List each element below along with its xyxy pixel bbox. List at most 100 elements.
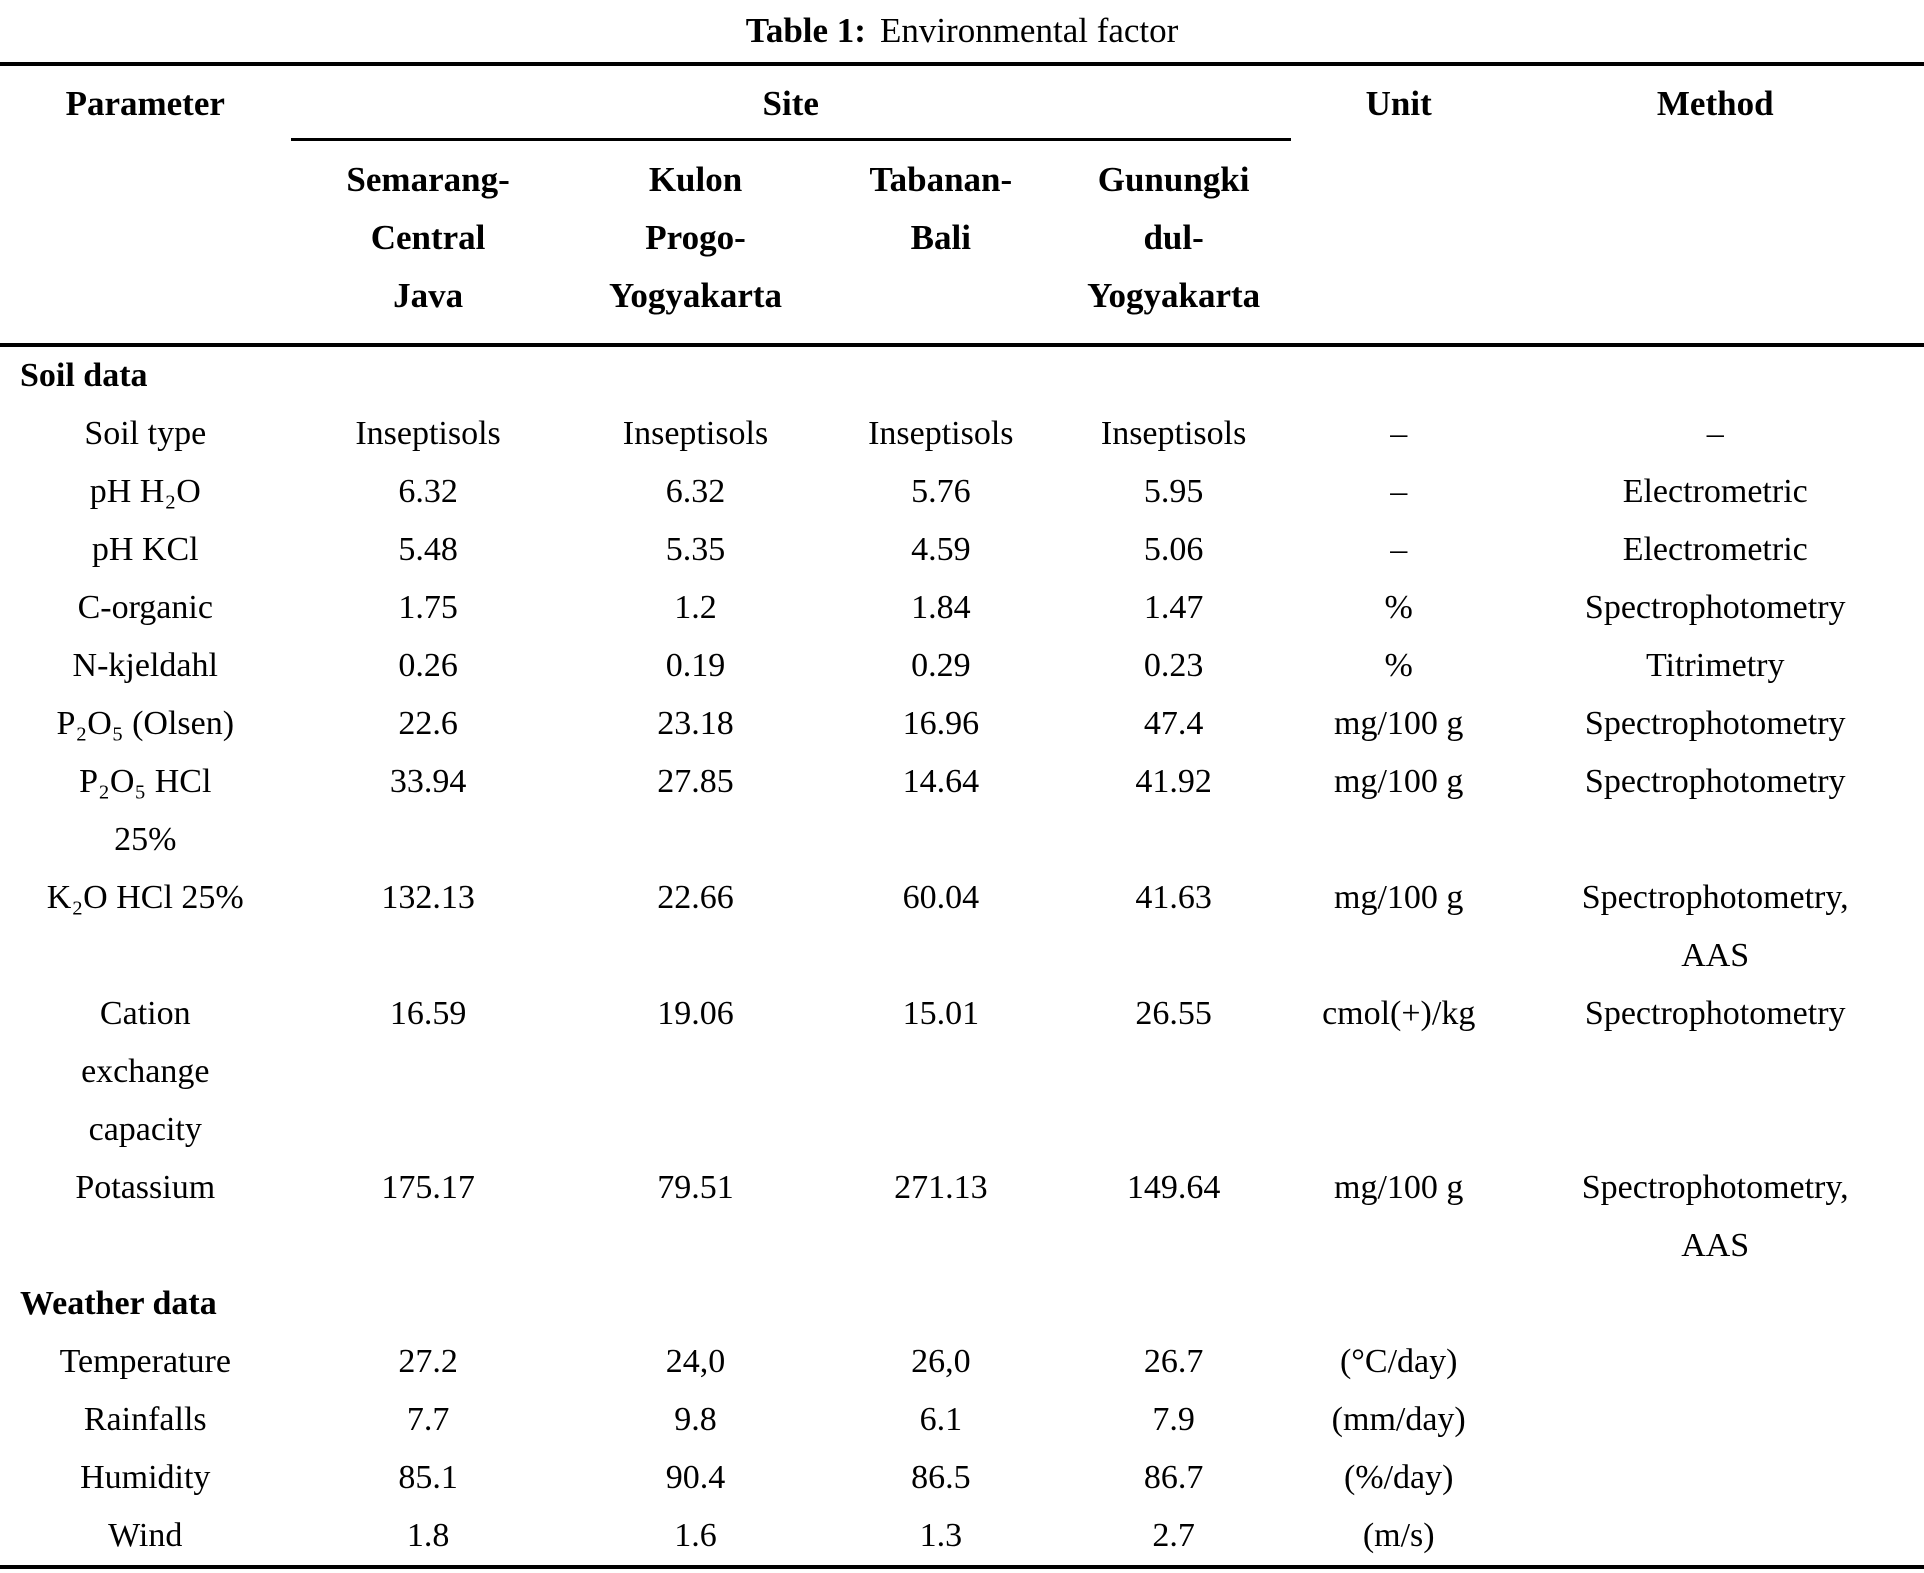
cell-method: Titrimetry (1645, 647, 1785, 684)
cell-site-value: 24,0 (665, 1343, 726, 1380)
cell-site-value: 1.47 (1143, 589, 1204, 626)
table-row: Humidity 85.1 90.4 86.5 86.7 (%/day) (0, 1449, 1924, 1507)
cell-parameter: Rainfalls (83, 1401, 207, 1438)
table-row: Rainfalls 7.7 9.8 6.1 7.9 (mm/day) (0, 1391, 1924, 1449)
cell-site-value: 86.7 (1143, 1459, 1204, 1496)
cell-site-value: 149.64 (1126, 1169, 1221, 1206)
cell-site-value: 9.8 (674, 1401, 717, 1438)
cell-site-value: 2.7 (1152, 1517, 1195, 1554)
cell-unit: (mm/day) (1331, 1401, 1466, 1438)
cell-site-value: 7.7 (406, 1401, 450, 1438)
site-column-header-gunungkidul: Gunungki dul- Yogyakarta (1056, 139, 1291, 347)
cell-parameter: N-kjeldahl (72, 647, 218, 684)
cell-site-value: 1.84 (911, 589, 971, 626)
site-column-header-semarang: Semarang- Central Java (290, 139, 566, 347)
cell-site-value: 0.19 (665, 647, 726, 684)
cell-site-value: Inseptisols (622, 415, 769, 452)
section-header-soil-data: Soil data (20, 357, 148, 394)
cell-method: Electrometric (1622, 473, 1808, 510)
table-caption-label: Table 1: (745, 11, 866, 50)
table-caption: Table 1: Environmental factor (0, 0, 1924, 62)
cell-site-value: Inseptisols (868, 415, 1014, 452)
section-header-weather-data: Weather data (20, 1285, 217, 1322)
cell-method: Spectrophotometry (1584, 589, 1846, 626)
column-header-unit: Unit (1290, 64, 1507, 347)
table-row: Soil type Inseptisols Inseptisols Insept… (0, 405, 1924, 463)
table-row: pH KCl 5.48 5.35 4.59 5.06 – Electrometr… (0, 521, 1924, 579)
table-row: Potassium 175.17 79.51 271.13 149.64 mg/… (0, 1159, 1924, 1275)
column-header-method: Method (1506, 64, 1924, 347)
cell-unit: cmol(+)/kg (1322, 995, 1476, 1032)
cell-unit: (m/s) (1362, 1517, 1435, 1554)
cell-method (1506, 1507, 1924, 1567)
cell-site-value: 15.01 (902, 995, 980, 1032)
cell-unit: mg/100 g (1334, 1169, 1464, 1206)
cell-site-value: 26.7 (1143, 1343, 1204, 1380)
cell-site-value: 86.5 (911, 1459, 971, 1496)
table-row: C-organic 1.75 1.2 1.84 1.47 % Spectroph… (0, 579, 1924, 637)
cell-site-value: 33.94 (389, 763, 467, 800)
cell-site-value: 5.76 (911, 473, 971, 510)
environmental-factor-table: Parameter Site Unit Method Semarang- Cen… (0, 62, 1924, 1569)
cell-site-value: 90.4 (665, 1459, 726, 1496)
site-column-header-kulon-progo: Kulon Progo- Yogyakarta (565, 139, 826, 347)
cell-site-value: 5.95 (1143, 473, 1204, 510)
cell-site-value: 175.17 (381, 1169, 475, 1206)
cell-parameter: Cation exchange capacity (81, 995, 210, 1148)
cell-parameter: Temperature (59, 1343, 231, 1380)
cell-site-value: 47.4 (1143, 705, 1204, 742)
cell-unit: % (1384, 589, 1413, 626)
cell-parameter: Potassium (75, 1169, 216, 1206)
cell-site-value: 41.63 (1135, 879, 1212, 916)
cell-site-value: 23.18 (657, 705, 734, 742)
cell-site-value: 26.55 (1135, 995, 1212, 1032)
cell-method: Spectrophotometry (1584, 705, 1846, 742)
table-row: P₂O₅ (Olsen) 22.6 23.18 16.96 47.4 mg/10… (0, 695, 1924, 753)
cell-unit: (%/day) (1343, 1459, 1454, 1496)
section-header-row: Soil data (0, 345, 1924, 405)
cell-method: Spectrophotometry, AAS (1581, 1169, 1849, 1264)
table-caption-text: Environmental factor (879, 11, 1179, 50)
cell-site-value: 4.59 (911, 531, 971, 568)
cell-parameter: C-organic (77, 589, 213, 626)
cell-unit: – (1390, 473, 1408, 510)
cell-site-value: Inseptisols (1100, 415, 1247, 452)
cell-site-value: Inseptisols (355, 415, 501, 452)
cell-method (1506, 1333, 1924, 1391)
cell-parameter: Wind (108, 1517, 183, 1554)
cell-method: – (1706, 415, 1724, 452)
cell-site-value: 0.29 (911, 647, 971, 684)
cell-site-value: 6.32 (398, 473, 458, 510)
cell-site-value: 271.13 (894, 1169, 988, 1206)
cell-site-value: 1.2 (674, 589, 717, 626)
cell-site-value: 22.66 (657, 879, 734, 916)
cell-method: Spectrophotometry, AAS (1581, 879, 1849, 974)
table-row: K₂O HCl 25% 132.13 22.66 60.04 41.63 mg/… (0, 869, 1924, 985)
cell-method: Electrometric (1622, 531, 1808, 568)
cell-site-value: 27.2 (398, 1343, 458, 1380)
cell-method: Spectrophotometry (1584, 763, 1846, 800)
table-row: P₂O₅ HCl 25% 33.94 27.85 14.64 41.92 mg/… (0, 753, 1924, 869)
cell-unit: mg/100 g (1334, 879, 1464, 916)
header-row-sites: Semarang- Central Java Kulon Progo- Yogy… (0, 139, 1924, 347)
cell-site-value: 0.23 (1143, 647, 1204, 684)
column-header-site-group: Site (290, 64, 1291, 141)
cell-unit: – (1390, 415, 1408, 452)
table-row: Temperature 27.2 24,0 26,0 26.7 (°C/day) (0, 1333, 1924, 1391)
cell-parameter: K₂O HCl 25% (46, 879, 244, 916)
header-row-groups: Parameter Site Unit Method (0, 64, 1924, 347)
table-row: Cation exchange capacity 16.59 19.06 15.… (0, 985, 1924, 1159)
cell-site-value: 27.85 (657, 763, 734, 800)
cell-parameter: Humidity (80, 1459, 211, 1496)
cell-parameter: Soil type (84, 415, 207, 452)
cell-site-value: 26,0 (911, 1343, 971, 1380)
cell-parameter: pH H₂O (89, 473, 201, 510)
cell-site-value: 85.1 (398, 1459, 458, 1496)
cell-method: Spectrophotometry (1584, 995, 1846, 1032)
cell-unit: mg/100 g (1334, 763, 1464, 800)
column-header-parameter: Parameter (0, 64, 291, 347)
cell-unit: (°C/day) (1339, 1343, 1458, 1380)
cell-site-value: 16.59 (389, 995, 467, 1032)
cell-unit: – (1390, 531, 1408, 568)
cell-site-value: 14.64 (902, 763, 980, 800)
